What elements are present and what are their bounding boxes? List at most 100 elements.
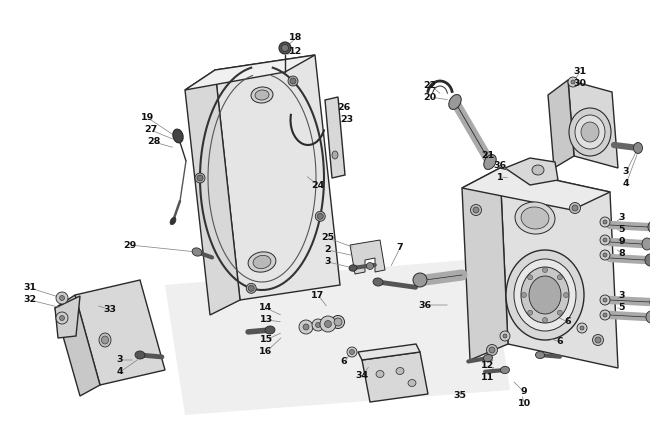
Ellipse shape	[603, 298, 607, 302]
Text: 34: 34	[356, 371, 369, 380]
Ellipse shape	[500, 331, 510, 341]
Text: 26: 26	[337, 104, 350, 112]
Text: 28: 28	[148, 138, 161, 147]
Polygon shape	[362, 352, 428, 402]
Ellipse shape	[312, 319, 324, 331]
Ellipse shape	[642, 238, 650, 250]
Text: 33: 33	[103, 305, 116, 314]
Ellipse shape	[486, 345, 497, 356]
Ellipse shape	[349, 265, 357, 271]
Ellipse shape	[408, 380, 416, 386]
Ellipse shape	[569, 202, 580, 213]
Ellipse shape	[192, 248, 202, 256]
Text: 18: 18	[289, 34, 303, 43]
Text: 35: 35	[454, 391, 467, 400]
Text: 16: 16	[259, 348, 272, 357]
Text: 6: 6	[565, 317, 571, 326]
Polygon shape	[462, 168, 508, 360]
Polygon shape	[185, 55, 315, 90]
Text: 3: 3	[117, 356, 124, 365]
Text: 36: 36	[493, 161, 506, 170]
Ellipse shape	[248, 285, 254, 291]
Ellipse shape	[281, 44, 289, 52]
Polygon shape	[55, 295, 100, 396]
Text: 2: 2	[325, 245, 332, 254]
Ellipse shape	[324, 320, 332, 328]
Text: 27: 27	[144, 126, 157, 135]
Polygon shape	[350, 240, 385, 274]
Ellipse shape	[197, 175, 203, 181]
Ellipse shape	[515, 202, 555, 234]
Ellipse shape	[56, 292, 68, 304]
Ellipse shape	[500, 366, 510, 374]
Text: 5: 5	[619, 225, 625, 234]
Ellipse shape	[367, 262, 374, 270]
Ellipse shape	[484, 354, 493, 362]
Ellipse shape	[600, 235, 610, 245]
Text: 29: 29	[124, 241, 136, 250]
Text: 30: 30	[573, 80, 586, 89]
Text: 24: 24	[311, 181, 324, 190]
Text: 6: 6	[556, 337, 564, 346]
Ellipse shape	[332, 316, 344, 328]
Text: 19: 19	[142, 113, 155, 123]
Ellipse shape	[315, 322, 320, 328]
Text: 9: 9	[521, 388, 527, 397]
Polygon shape	[185, 70, 240, 315]
Ellipse shape	[569, 108, 611, 156]
Text: 36: 36	[419, 300, 432, 310]
Ellipse shape	[564, 293, 569, 297]
Ellipse shape	[557, 275, 562, 280]
Ellipse shape	[648, 221, 650, 233]
Ellipse shape	[600, 295, 610, 305]
Ellipse shape	[396, 368, 404, 374]
Text: 3: 3	[325, 257, 332, 267]
Text: 3: 3	[619, 291, 625, 300]
Ellipse shape	[536, 351, 545, 359]
Polygon shape	[55, 296, 80, 338]
Ellipse shape	[521, 267, 569, 323]
Polygon shape	[325, 97, 345, 178]
Ellipse shape	[251, 87, 273, 103]
Ellipse shape	[320, 316, 336, 332]
Ellipse shape	[376, 371, 384, 377]
Ellipse shape	[347, 347, 357, 357]
Ellipse shape	[645, 254, 650, 266]
Polygon shape	[358, 344, 420, 360]
Polygon shape	[165, 258, 510, 415]
Ellipse shape	[195, 173, 205, 183]
Ellipse shape	[581, 122, 599, 142]
Ellipse shape	[595, 337, 601, 343]
Text: 1: 1	[497, 173, 503, 181]
Ellipse shape	[60, 296, 64, 300]
Ellipse shape	[575, 115, 605, 149]
Text: 4: 4	[117, 368, 124, 377]
Text: 23: 23	[341, 115, 354, 124]
Text: 17: 17	[311, 291, 324, 299]
Polygon shape	[505, 158, 558, 185]
Text: 11: 11	[482, 372, 495, 382]
Ellipse shape	[299, 320, 313, 334]
Text: 15: 15	[259, 336, 272, 345]
Polygon shape	[500, 168, 618, 368]
Ellipse shape	[521, 293, 527, 297]
Ellipse shape	[571, 80, 575, 84]
Ellipse shape	[135, 351, 145, 359]
Text: 31: 31	[23, 283, 36, 293]
Ellipse shape	[577, 323, 587, 333]
Ellipse shape	[557, 310, 562, 315]
Ellipse shape	[173, 129, 183, 143]
Ellipse shape	[634, 143, 642, 153]
Ellipse shape	[506, 250, 584, 340]
Ellipse shape	[334, 318, 342, 326]
Polygon shape	[548, 80, 574, 168]
Ellipse shape	[471, 204, 482, 216]
Polygon shape	[462, 168, 610, 210]
Ellipse shape	[568, 77, 578, 87]
Ellipse shape	[603, 313, 607, 317]
Text: 8: 8	[619, 250, 625, 259]
Ellipse shape	[246, 283, 256, 293]
Text: 3: 3	[619, 213, 625, 222]
Text: 3: 3	[623, 167, 629, 176]
Ellipse shape	[350, 349, 354, 354]
